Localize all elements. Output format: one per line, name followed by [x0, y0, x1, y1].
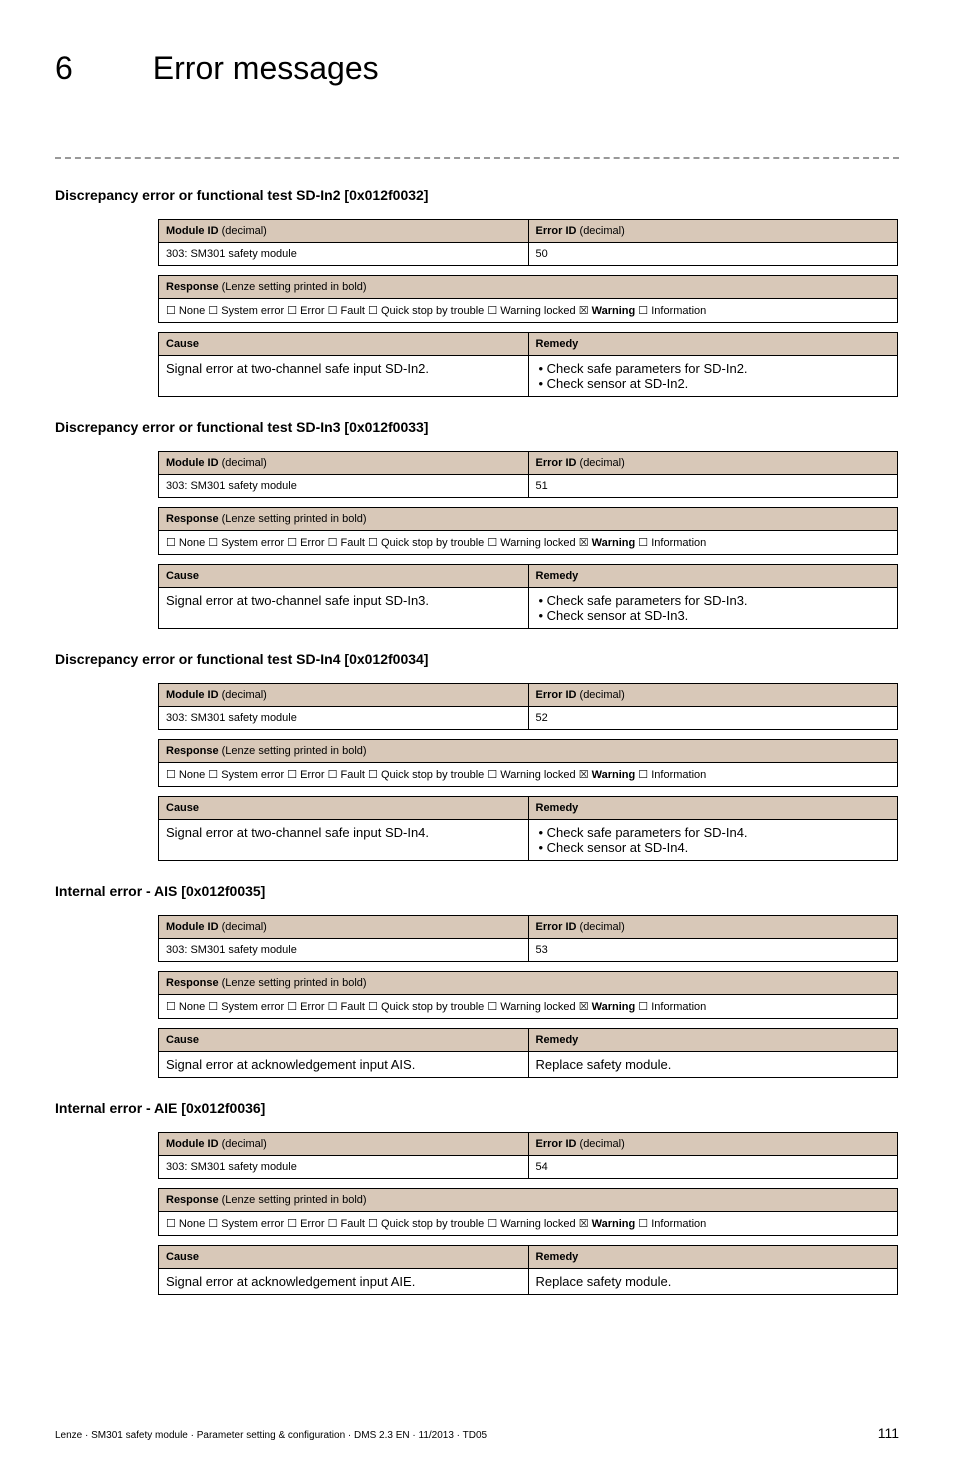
module-id-value: 303: SM301 safety module: [159, 939, 529, 962]
response-header: Response (Lenze setting printed in bold): [159, 1189, 898, 1212]
remedy-header: Remedy: [528, 565, 898, 588]
error-table: Module ID (decimal)Error ID (decimal)303…: [158, 915, 898, 1078]
remedy-value: Check safe parameters for SD-In2.Check s…: [528, 356, 898, 397]
error-heading: Discrepancy error or functional test SD-…: [55, 419, 899, 435]
error-id-value: 52: [528, 707, 898, 730]
module-id-value: 303: SM301 safety module: [159, 475, 529, 498]
module-id-value: 303: SM301 safety module: [159, 243, 529, 266]
cause-value: Signal error at acknowledgement input AI…: [159, 1269, 529, 1295]
error-id-header: Error ID (decimal): [528, 452, 898, 475]
response-header: Response (Lenze setting printed in bold): [159, 972, 898, 995]
error-table: Module ID (decimal)Error ID (decimal)303…: [158, 219, 898, 397]
cause-value: Signal error at two-channel safe input S…: [159, 820, 529, 861]
error-heading: Internal error - AIS [0x012f0035]: [55, 883, 899, 899]
error-id-value: 53: [528, 939, 898, 962]
error-id-header: Error ID (decimal): [528, 916, 898, 939]
response-header: Response (Lenze setting printed in bold): [159, 508, 898, 531]
remedy-value: Replace safety module.: [528, 1269, 898, 1295]
chapter-header: 6 Error messages: [55, 50, 899, 87]
remedy-value: Check safe parameters for SD-In3.Check s…: [528, 588, 898, 629]
error-id-value: 54: [528, 1156, 898, 1179]
module-id-header: Module ID (decimal): [159, 684, 529, 707]
remedy-value: Check safe parameters for SD-In4.Check s…: [528, 820, 898, 861]
response-value: ☐ None ☐ System error ☐ Error ☐ Fault ☐ …: [159, 299, 898, 323]
error-table: Module ID (decimal)Error ID (decimal)303…: [158, 1132, 898, 1295]
chapter-title: Error messages: [153, 50, 379, 87]
error-table: Module ID (decimal)Error ID (decimal)303…: [158, 683, 898, 861]
cause-header: Cause: [159, 797, 529, 820]
remedy-value: Replace safety module.: [528, 1052, 898, 1078]
response-value: ☐ None ☐ System error ☐ Error ☐ Fault ☐ …: [159, 995, 898, 1019]
module-id-header: Module ID (decimal): [159, 1133, 529, 1156]
module-id-header: Module ID (decimal): [159, 916, 529, 939]
remedy-item: Check safe parameters for SD-In3.: [536, 593, 891, 608]
cause-header: Cause: [159, 1029, 529, 1052]
footer-page-number: 111: [878, 1425, 899, 1441]
remedy-item: Check safe parameters for SD-In4.: [536, 825, 891, 840]
remedy-item: Check safe parameters for SD-In2.: [536, 361, 891, 376]
cause-header: Cause: [159, 565, 529, 588]
remedy-header: Remedy: [528, 333, 898, 356]
cause-value: Signal error at acknowledgement input AI…: [159, 1052, 529, 1078]
footer-text: Lenze · SM301 safety module · Parameter …: [55, 1430, 487, 1441]
page-footer: Lenze · SM301 safety module · Parameter …: [55, 1425, 899, 1441]
response-header: Response (Lenze setting printed in bold): [159, 276, 898, 299]
error-blocks-container: Discrepancy error or functional test SD-…: [55, 187, 899, 1295]
error-id-value: 51: [528, 475, 898, 498]
error-heading: Discrepancy error or functional test SD-…: [55, 187, 899, 203]
module-id-value: 303: SM301 safety module: [159, 707, 529, 730]
remedy-header: Remedy: [528, 1029, 898, 1052]
response-value: ☐ None ☐ System error ☐ Error ☐ Fault ☐ …: [159, 1212, 898, 1236]
error-id-header: Error ID (decimal): [528, 684, 898, 707]
chapter-number: 6: [55, 50, 73, 87]
remedy-item: Check sensor at SD-In4.: [536, 840, 891, 855]
error-id-value: 50: [528, 243, 898, 266]
cause-value: Signal error at two-channel safe input S…: [159, 356, 529, 397]
error-id-header: Error ID (decimal): [528, 220, 898, 243]
cause-header: Cause: [159, 333, 529, 356]
cause-value: Signal error at two-channel safe input S…: [159, 588, 529, 629]
response-header: Response (Lenze setting printed in bold): [159, 740, 898, 763]
separator-line: [55, 157, 899, 159]
remedy-header: Remedy: [528, 797, 898, 820]
error-heading: Internal error - AIE [0x012f0036]: [55, 1100, 899, 1116]
response-value: ☐ None ☐ System error ☐ Error ☐ Fault ☐ …: [159, 531, 898, 555]
cause-header: Cause: [159, 1246, 529, 1269]
module-id-header: Module ID (decimal): [159, 220, 529, 243]
response-value: ☐ None ☐ System error ☐ Error ☐ Fault ☐ …: [159, 763, 898, 787]
error-id-header: Error ID (decimal): [528, 1133, 898, 1156]
module-id-value: 303: SM301 safety module: [159, 1156, 529, 1179]
remedy-item: Check sensor at SD-In3.: [536, 608, 891, 623]
remedy-item: Check sensor at SD-In2.: [536, 376, 891, 391]
remedy-header: Remedy: [528, 1246, 898, 1269]
error-heading: Discrepancy error or functional test SD-…: [55, 651, 899, 667]
module-id-header: Module ID (decimal): [159, 452, 529, 475]
error-table: Module ID (decimal)Error ID (decimal)303…: [158, 451, 898, 629]
